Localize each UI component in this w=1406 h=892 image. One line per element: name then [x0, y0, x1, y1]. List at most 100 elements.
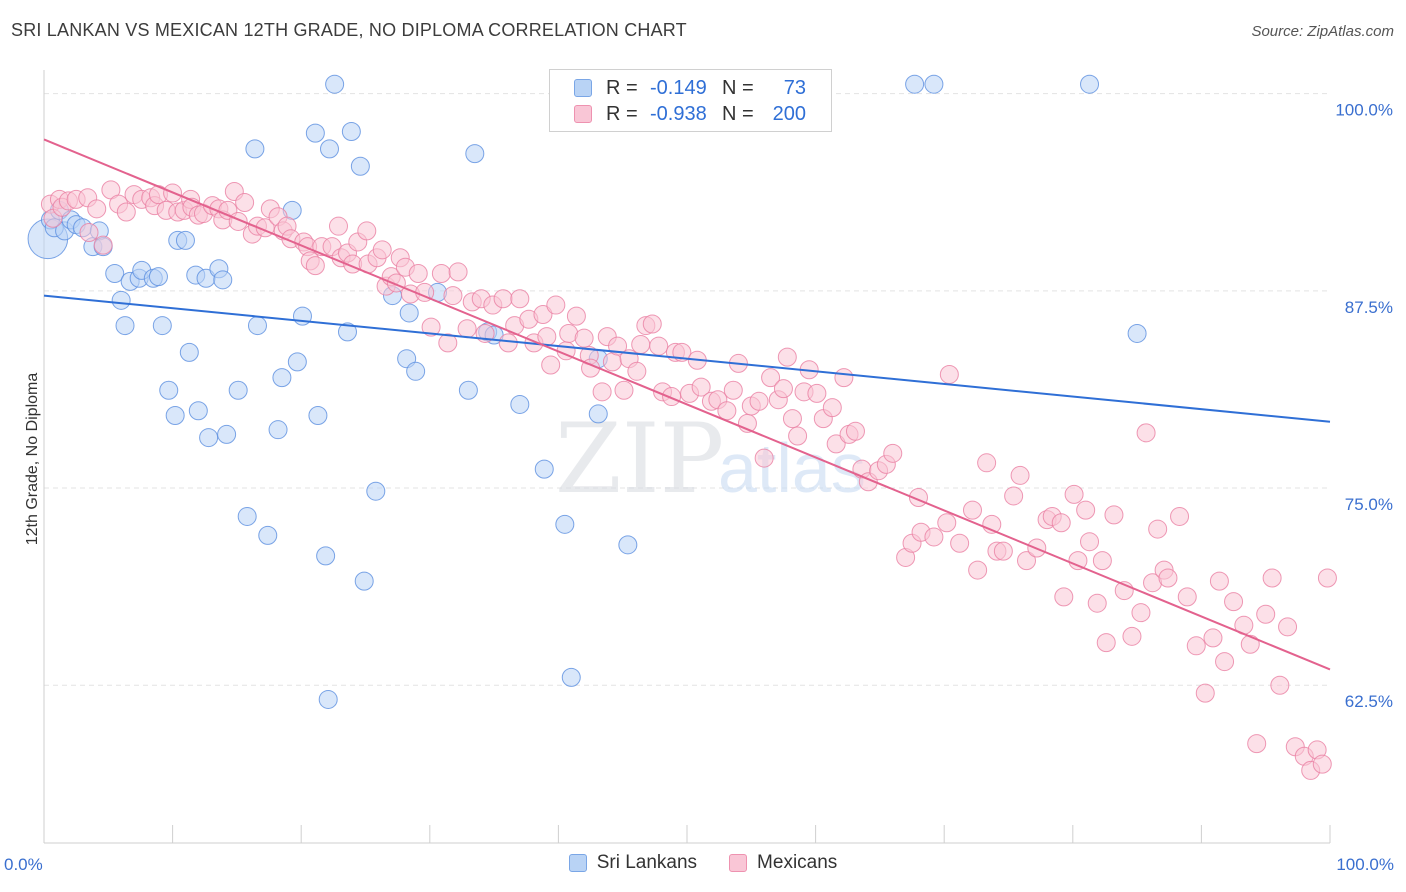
- data-point: [319, 139, 339, 159]
- legend-n-value: 73: [783, 76, 806, 99]
- legend-row-mexicans: R = -0.938 N = 200: [574, 102, 806, 126]
- data-point: [1076, 500, 1096, 520]
- data-point: [1104, 505, 1124, 525]
- y-axis-label: 12th Grade, No Diploma: [24, 373, 41, 546]
- data-point: [924, 74, 944, 94]
- data-point: [1177, 587, 1197, 607]
- data-point: [602, 352, 622, 372]
- data-point: [1080, 74, 1100, 94]
- data-point: [408, 264, 428, 284]
- data-point: [1278, 617, 1298, 637]
- data-point: [649, 336, 669, 356]
- data-point: [537, 327, 557, 347]
- data-point: [213, 270, 233, 290]
- legend-r-value: -0.938: [650, 102, 707, 125]
- data-point: [258, 525, 278, 545]
- data-point: [1186, 636, 1206, 656]
- data-point: [465, 144, 485, 164]
- data-point: [588, 404, 608, 424]
- trend-lines: [43, 138, 1331, 671]
- data-point: [939, 364, 959, 384]
- data-point: [614, 380, 634, 400]
- data-point: [1270, 675, 1290, 695]
- data-point: [458, 380, 478, 400]
- data-point: [826, 434, 846, 454]
- data-point: [406, 361, 426, 381]
- y-tick-label: 100.0%: [1335, 101, 1393, 120]
- data-point: [1247, 734, 1267, 754]
- data-point: [723, 380, 743, 400]
- data-point: [1131, 603, 1151, 623]
- data-point: [546, 295, 566, 315]
- data-point: [968, 560, 988, 580]
- data-point: [574, 328, 594, 348]
- y-tick-label: 75.0%: [1345, 495, 1393, 514]
- legend-n-label: N =: [722, 76, 754, 99]
- data-point: [268, 420, 288, 440]
- data-point: [662, 387, 682, 407]
- data-point: [510, 289, 530, 309]
- stats-legend: R = -0.149 N = 73 R = -0.938 N = 200: [549, 69, 832, 132]
- data-point: [457, 319, 477, 339]
- data-point: [1317, 568, 1337, 588]
- data-point: [534, 459, 554, 479]
- data-point: [341, 122, 361, 142]
- data-point: [533, 305, 553, 325]
- data-point: [152, 316, 172, 336]
- data-point: [1096, 633, 1116, 653]
- data-point: [1262, 568, 1282, 588]
- data-point: [1240, 634, 1260, 654]
- data-point: [228, 380, 248, 400]
- data-point: [372, 240, 392, 260]
- data-point: [807, 383, 827, 403]
- data-point: [555, 514, 575, 534]
- data-point: [1256, 604, 1276, 624]
- data-point: [993, 541, 1013, 561]
- data-point: [788, 426, 808, 446]
- data-point: [1017, 551, 1037, 571]
- data-point: [175, 230, 195, 250]
- data-point: [305, 256, 325, 276]
- data-point: [845, 421, 865, 441]
- data-point: [510, 394, 530, 414]
- data-point: [159, 380, 179, 400]
- data-point: [749, 391, 769, 411]
- trend-line-mexicans: [43, 138, 1331, 671]
- data-point: [1054, 587, 1074, 607]
- watermark-zip: ZIP: [555, 403, 724, 515]
- data-point: [1051, 513, 1071, 533]
- data-point: [318, 689, 338, 709]
- data-point: [237, 506, 257, 526]
- data-point: [498, 333, 518, 353]
- series-sri-lankans: [27, 74, 1147, 709]
- data-point: [1010, 465, 1030, 485]
- x-tick-label: 0.0%: [4, 855, 43, 874]
- data-point: [642, 314, 662, 334]
- tick-labels: 100.0% 87.5% 75.0% 62.5% 0.0% 100.0%: [4, 101, 1394, 874]
- data-point: [773, 379, 793, 399]
- legend-swatch-sri-lankans: [574, 79, 592, 97]
- data-point: [717, 401, 737, 421]
- data-point: [905, 74, 925, 94]
- data-point: [592, 382, 612, 402]
- data-point: [1224, 592, 1244, 612]
- data-point: [883, 443, 903, 463]
- data-point: [87, 199, 107, 219]
- data-point: [245, 139, 265, 159]
- data-point: [305, 123, 325, 143]
- data-point: [962, 500, 982, 520]
- trend-line-sri-lankans: [43, 294, 1331, 423]
- data-point: [448, 262, 468, 282]
- data-point: [105, 264, 125, 284]
- data-point: [115, 316, 135, 336]
- data-point: [1195, 683, 1215, 703]
- data-point: [937, 513, 957, 533]
- data-point: [431, 264, 451, 284]
- data-point: [1080, 532, 1100, 552]
- data-point: [1170, 506, 1190, 526]
- data-point: [188, 401, 208, 421]
- data-point: [1209, 571, 1229, 591]
- data-point: [1215, 652, 1235, 672]
- data-point: [1092, 551, 1112, 571]
